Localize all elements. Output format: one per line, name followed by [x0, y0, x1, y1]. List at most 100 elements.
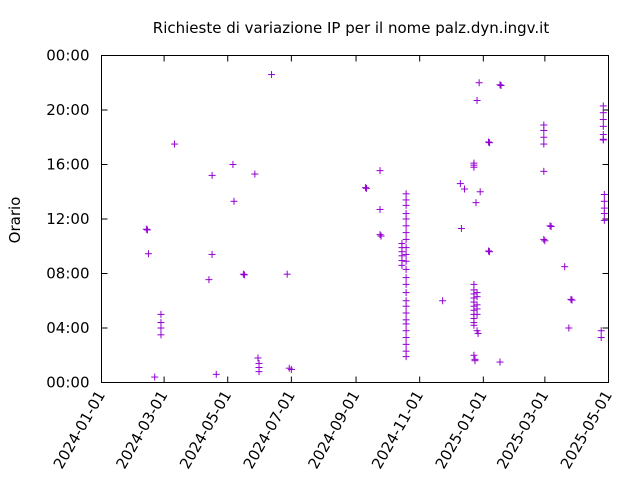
- data-point: [376, 167, 384, 175]
- data-point: [547, 222, 555, 230]
- data-point: [230, 197, 238, 205]
- data-point: [561, 263, 569, 271]
- data-point: [541, 237, 549, 245]
- y-tick-label: 20:00: [46, 101, 89, 119]
- y-tick-label: 00:00: [46, 47, 89, 65]
- data-point: [402, 201, 410, 209]
- data-point: [486, 248, 494, 256]
- data-point: [475, 79, 483, 87]
- data-point: [362, 184, 370, 192]
- data-point: [157, 331, 165, 339]
- data-point: [402, 235, 410, 243]
- y-tick-label: 12:00: [46, 210, 89, 228]
- data-point: [361, 184, 369, 192]
- data-point: [239, 270, 247, 278]
- data-point: [402, 327, 410, 335]
- data-point: [205, 276, 213, 284]
- data-point: [540, 140, 548, 148]
- data-point: [485, 138, 493, 146]
- data-point: [402, 265, 410, 273]
- data-point: [402, 320, 410, 328]
- data-point: [240, 271, 248, 279]
- data-point: [473, 293, 481, 301]
- data-point: [283, 270, 291, 278]
- data-point: [402, 222, 410, 230]
- data-point: [287, 366, 295, 374]
- data-point: [251, 170, 259, 178]
- data-point: [470, 351, 478, 359]
- data-point: [599, 136, 607, 144]
- chart-title: Richieste di variazione IP per il nome p…: [153, 19, 550, 37]
- data-point: [496, 358, 504, 366]
- data-point: [254, 354, 262, 362]
- data-point: [208, 171, 216, 179]
- data-point: [486, 139, 494, 147]
- y-tick-label: 00:00: [46, 374, 89, 392]
- x-tick-label: 2025-03-01: [493, 388, 552, 473]
- x-tick-label: 2024-11-01: [368, 388, 427, 473]
- data-point: [255, 368, 263, 376]
- y-axis-label: Orario: [6, 197, 24, 244]
- data-point: [474, 329, 482, 337]
- data-point: [402, 309, 410, 317]
- data-point: [546, 222, 554, 230]
- data-point: [171, 140, 179, 148]
- data-point: [402, 289, 410, 297]
- data-point: [600, 190, 608, 198]
- data-point: [473, 96, 481, 104]
- data-point: [540, 235, 548, 243]
- data-point: [402, 190, 410, 198]
- x-tick-label: 2024-01-01: [50, 388, 109, 473]
- data-point: [599, 109, 607, 117]
- data-point: [597, 334, 605, 342]
- data-point: [470, 321, 478, 329]
- data-point: [402, 250, 410, 258]
- data-point: [157, 324, 165, 332]
- x-tick-label: 2024-07-01: [240, 388, 299, 473]
- tick-labels: 2024-01-01 2024-03-01 2024-05-01 2024-07-01…: [46, 47, 616, 473]
- data-point: [402, 244, 410, 252]
- data-point: [151, 373, 159, 381]
- data-point: [600, 197, 608, 205]
- x-tick-label: 2025-05-01: [557, 388, 616, 473]
- data-point: [402, 229, 410, 237]
- x-tick-label: 2024-09-01: [304, 388, 363, 473]
- data-point: [599, 122, 607, 130]
- data-point: [496, 81, 504, 89]
- data-point: [402, 280, 410, 288]
- data-point: [212, 370, 220, 378]
- data-point: [402, 334, 410, 342]
- data-points: [142, 71, 608, 381]
- data-point: [600, 216, 608, 224]
- data-point: [439, 297, 447, 305]
- data-point: [567, 295, 575, 303]
- data-point: [461, 185, 469, 193]
- data-point: [568, 296, 576, 304]
- data-point: [540, 167, 548, 175]
- x-tick-label: 2025-01-01: [432, 388, 491, 473]
- data-point: [457, 225, 465, 233]
- data-point: [472, 199, 480, 207]
- data-point: [540, 133, 548, 141]
- data-point: [456, 180, 464, 188]
- data-point: [540, 126, 548, 134]
- data-point: [599, 102, 607, 110]
- y-tick-label: 04:00: [46, 319, 89, 337]
- y-tick-label: 08:00: [46, 265, 89, 283]
- data-point: [485, 247, 493, 255]
- data-point: [476, 188, 484, 196]
- data-point: [377, 232, 385, 240]
- data-point: [398, 261, 406, 269]
- data-point: [208, 250, 216, 258]
- data-point: [376, 231, 384, 239]
- data-point: [402, 215, 410, 223]
- data-point: [402, 353, 410, 361]
- data-point: [470, 163, 478, 171]
- data-point: [471, 357, 479, 365]
- axis-ticks: [101, 55, 609, 383]
- data-point: [142, 225, 150, 233]
- data-point: [402, 257, 410, 265]
- data-point: [229, 161, 237, 168]
- data-point: [497, 81, 505, 89]
